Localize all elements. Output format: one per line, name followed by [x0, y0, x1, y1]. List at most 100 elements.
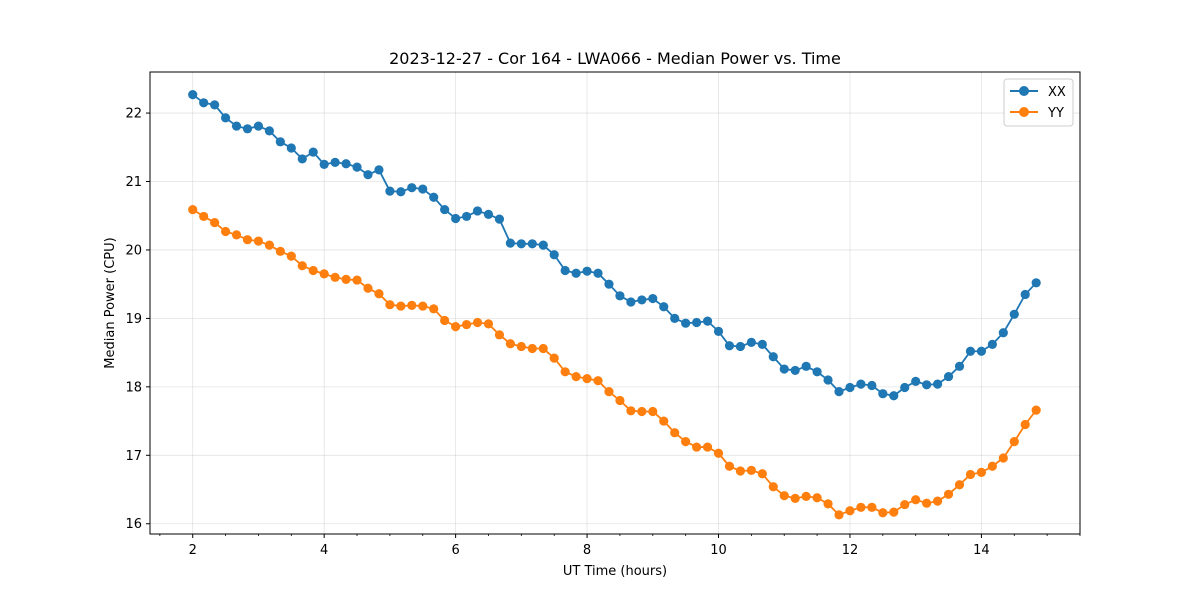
series-xx-point: [801, 361, 811, 371]
series-xx-point: [889, 391, 899, 401]
series-xx-point: [779, 364, 789, 374]
series-yy-point: [451, 322, 461, 332]
series-xx-point: [242, 124, 253, 134]
series-yy-point: [626, 406, 636, 416]
series-xx-point: [472, 206, 483, 216]
series-yy-point: [637, 406, 647, 417]
series-xx-point: [505, 238, 515, 248]
series-yy-point: [845, 506, 855, 516]
legend-yy-label: YY: [1047, 106, 1064, 121]
series-xx-point: [856, 379, 866, 389]
series-yy-point: [440, 315, 450, 326]
series-yy-point: [900, 499, 910, 510]
series-xx-point: [516, 239, 526, 249]
series-yy-point: [757, 469, 767, 479]
series-yy-point: [604, 387, 614, 397]
series-yy-point: [681, 437, 691, 447]
series-yy-point: [954, 480, 965, 490]
series-yy-point: [911, 495, 921, 505]
series-xx-point: [286, 143, 296, 153]
series-layer: [188, 89, 1041, 520]
series-xx-point: [330, 157, 340, 167]
series-xx-point: [659, 302, 669, 312]
series-yy-point: [199, 211, 209, 222]
series-yy-point: [746, 465, 756, 475]
series-xx-point: [648, 293, 658, 304]
series-xx-point: [275, 137, 285, 147]
series-xx-point: [702, 316, 713, 326]
series-yy-point: [834, 510, 844, 520]
series-yy-point: [976, 467, 987, 477]
x-tick-label: 2: [189, 543, 197, 558]
series-xx-point: [637, 295, 647, 305]
series-xx-point: [1031, 278, 1041, 288]
series-yy-point: [220, 226, 231, 237]
series-xx-point: [615, 291, 625, 301]
series-yy-point: [308, 265, 318, 276]
series-yy-point: [210, 217, 220, 228]
series-xx-point: [757, 339, 767, 350]
y-tick-label: 21: [125, 175, 142, 190]
series-xx-point: [429, 192, 439, 202]
series-xx-point: [713, 326, 724, 336]
series-yy-point: [823, 499, 833, 509]
series-xx-point: [538, 240, 548, 250]
series-yy-point: [461, 319, 472, 330]
y-tick-label: 22: [125, 107, 142, 122]
series-yy-point: [790, 493, 800, 504]
series-yy-point: [385, 300, 395, 310]
series-yy-point: [1009, 437, 1019, 447]
series-yy-point: [494, 330, 505, 340]
series-xx-point: [199, 98, 209, 108]
series-xx-point: [1020, 289, 1030, 300]
series-xx-point: [308, 147, 318, 157]
series-yy-point: [242, 235, 253, 245]
series-xx-point: [976, 346, 987, 356]
legend-xx-marker: [1019, 86, 1029, 96]
chart-title: 2023-12-27 - Cor 164 - LWA066 - Median P…: [389, 49, 841, 68]
series-yy-point: [812, 493, 822, 503]
series-xx-point: [834, 387, 844, 397]
series-xx-point: [790, 365, 800, 376]
series-xx-point: [571, 268, 581, 278]
series-xx-point: [319, 159, 329, 169]
series-xx-point: [998, 328, 1008, 338]
series-xx-point: [746, 337, 756, 347]
series-yy-point: [505, 339, 515, 349]
series-xx-point: [231, 121, 242, 131]
series-yy-point: [363, 283, 373, 293]
series-xx-point: [374, 165, 384, 175]
series-yy-point: [330, 272, 340, 282]
series-yy-point: [724, 461, 735, 471]
series-yy-point: [527, 343, 537, 354]
legend: XX YY: [1003, 78, 1074, 127]
series-yy-point: [538, 343, 548, 354]
x-axis-ticks: 2 4 6 8 10 12 14: [159, 534, 1081, 558]
series-yy-point: [483, 319, 494, 329]
series-yy-point: [1020, 419, 1030, 430]
series-xx-point: [954, 361, 965, 371]
series-xx-point: [911, 376, 921, 386]
series-yy-point: [998, 453, 1008, 463]
series-yy-point: [341, 274, 351, 284]
series-yy-point: [516, 341, 526, 352]
series-yy-point: [188, 204, 198, 215]
series-yy-point: [231, 230, 242, 240]
legend-yy-marker: [1019, 107, 1029, 117]
series-xx-point: [451, 213, 461, 224]
series-yy-point: [867, 502, 877, 512]
y-axis-label: Median Power (CPU): [103, 237, 118, 368]
series-xx-point: [604, 279, 614, 289]
series-yy-point: [735, 466, 746, 476]
y-tick-label: 19: [125, 312, 142, 327]
series-yy-point: [297, 261, 307, 271]
series-yy-point: [648, 406, 658, 417]
x-tick-label: 6: [451, 543, 459, 558]
series-yy-point: [1031, 405, 1041, 415]
series-yy-point: [987, 461, 997, 471]
series-yy-point: [472, 317, 483, 328]
series-xx-point: [341, 159, 351, 169]
series-xx-point: [582, 266, 592, 276]
series-xx-point: [396, 187, 406, 197]
